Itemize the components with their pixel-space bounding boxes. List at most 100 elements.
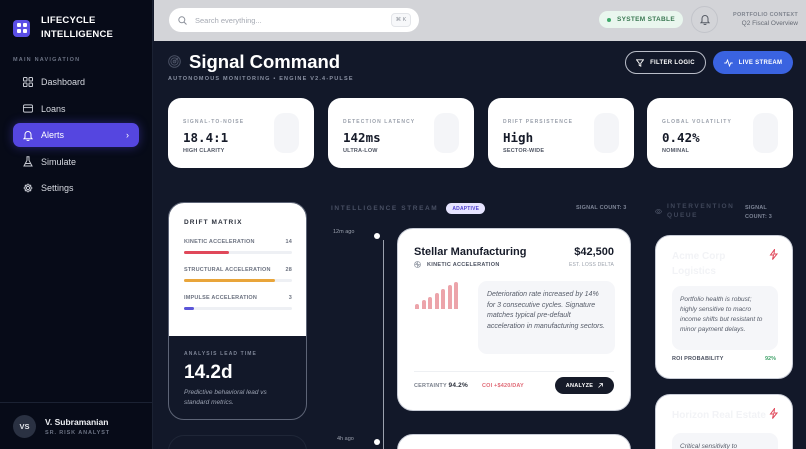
sidebar-item-loans[interactable]: Loans xyxy=(13,97,139,121)
brand[interactable]: LIFECYCLE INTELLIGENCE xyxy=(13,14,113,42)
status-dot-icon xyxy=(607,17,611,22)
sidebar-item-label: Loans xyxy=(41,103,66,114)
metric-caption: HIGH CLARITY xyxy=(183,148,225,154)
drift-row-label: KINETIC ACCELERATION xyxy=(184,239,255,245)
logo-grid-icon xyxy=(13,19,30,37)
drift-row-kinetic: KINETIC ACCELERATION 14 xyxy=(184,239,292,254)
eye-icon xyxy=(655,208,662,215)
user-profile[interactable]: VS V. Subramanian SR. RISK ANALYST xyxy=(0,402,153,449)
metric-card-drift-persistence: DRIFT PERSISTENCE High SECTOR-WIDE xyxy=(488,98,634,168)
search-input[interactable]: Search everything... ⌘ K xyxy=(169,8,419,32)
grid-icon xyxy=(23,77,33,87)
divider xyxy=(414,371,614,372)
page-subtitle: AUTONOMOUS MONITORING • ENGINE V2.4-PULS… xyxy=(168,76,354,82)
bell-icon xyxy=(23,130,33,141)
analyze-button[interactable]: ANALYZE xyxy=(555,377,614,394)
context-value: Q2 Fiscal Overview xyxy=(741,20,798,27)
filter-label: FILTER LOGIC xyxy=(650,59,695,66)
chevron-right-icon: › xyxy=(126,130,129,140)
live-stream-button[interactable]: LIVE STREAM xyxy=(713,51,793,74)
sidebar-item-settings[interactable]: Settings xyxy=(13,176,139,200)
pulse-icon xyxy=(723,58,733,67)
queue-note: Critical sensitivity to xyxy=(672,433,778,449)
roi-row: ROI PROBABILITY 92% xyxy=(672,356,776,362)
drift-row-value: 28 xyxy=(285,267,292,273)
bolt-icon xyxy=(769,249,778,260)
timeline-dot xyxy=(374,439,380,445)
page-title: Signal Command xyxy=(189,51,341,72)
live-label: LIVE STREAM xyxy=(738,59,783,66)
metric-value: 142ms xyxy=(343,130,381,145)
metric-label: DRIFT PERSISTENCE xyxy=(503,119,574,125)
timeline-line xyxy=(383,240,384,449)
queue-card[interactable]: Acme Corp Logistics Portfolio health is … xyxy=(655,235,793,379)
signal-amount: $42,500 xyxy=(574,246,614,258)
stream-header: INTELLIGENCE STREAM ADAPTIVE xyxy=(331,203,486,214)
signal-tag: KINETIC ACCELERATION xyxy=(414,261,500,268)
timeline-time: 4h ago xyxy=(337,436,354,442)
timeline-time: 12m ago xyxy=(333,229,355,235)
certainty: CERTAINTY 94.2% xyxy=(414,382,468,389)
filter-logic-button[interactable]: FILTER LOGIC xyxy=(625,51,706,74)
metric-caption: SECTOR-WIDE xyxy=(503,148,545,154)
metric-caption: NOMINAL xyxy=(662,148,690,154)
metric-value: High xyxy=(503,130,534,145)
status-badge: SYSTEM STABLE xyxy=(599,11,683,28)
sidebar-item-alerts[interactable]: Alerts › xyxy=(13,123,139,147)
cost-of-inaction: COI +$420/DAY xyxy=(481,382,524,389)
signal-amount-label: EST. LOSS DELTA xyxy=(568,262,614,268)
flask-icon xyxy=(23,156,33,167)
sidebar-item-simulate[interactable]: Simulate xyxy=(13,150,139,174)
stream-title: INTELLIGENCE STREAM xyxy=(331,205,439,212)
sidebar-item-label: Dashboard xyxy=(41,77,86,87)
bolt-icon xyxy=(769,408,778,419)
user-name: V. Subramanian xyxy=(45,416,109,427)
queue-header: INTERVENTION QUEUE xyxy=(655,203,735,220)
atom-icon xyxy=(414,261,421,268)
metric-value: 0.42% xyxy=(662,130,700,145)
sidebar-item-dashboard[interactable]: Dashboard xyxy=(13,70,139,94)
metric-decoration xyxy=(753,113,778,153)
filter-icon xyxy=(636,58,645,67)
timeline-dot xyxy=(374,233,380,239)
lead-time-description: Predictive behavioral lead vs standard m… xyxy=(184,389,267,406)
sparkline-bar xyxy=(415,304,419,309)
drift-row-value: 3 xyxy=(288,295,292,301)
bell-icon xyxy=(699,15,710,25)
metric-decoration xyxy=(434,113,459,153)
search-placeholder: Search everything... xyxy=(195,15,262,25)
metric-value: 18.4:1 xyxy=(183,130,229,145)
signal-card[interactable] xyxy=(397,434,631,449)
queue-card[interactable]: Horizon Real Estate Critical sensitivity… xyxy=(655,394,793,449)
signal-note: Deterioration rate increased by 14% for … xyxy=(478,281,615,354)
signal-company: Stellar Manufacturing xyxy=(414,246,527,258)
notifications-button[interactable] xyxy=(691,6,718,33)
gear-icon xyxy=(23,183,33,193)
lead-time-value: 14.2d xyxy=(184,362,233,383)
context-label: PORTFOLIO CONTEXT xyxy=(733,12,798,18)
metric-card-detection-latency: DETECTION LATENCY 142ms ULTRA-LOW xyxy=(328,98,474,168)
drift-row-structural: STRUCTURAL ACCELERATION 28 xyxy=(184,267,292,282)
arrow-up-right-icon xyxy=(598,383,604,388)
progress-bar xyxy=(184,307,292,310)
metric-label: SIGNAL-TO-NOISE xyxy=(183,119,245,125)
queue-note: Portfolio health is robust; highly sensi… xyxy=(672,286,778,350)
signal-card[interactable]: Stellar Manufacturing KINETIC ACCELERATI… xyxy=(397,228,631,411)
roi-value: 92% xyxy=(764,356,776,362)
portfolio-context[interactable]: PORTFOLIO CONTEXT Q2 Fiscal Overview xyxy=(716,12,806,27)
brand-line-1: LIFECYCLE xyxy=(41,15,96,26)
radar-icon xyxy=(168,55,181,68)
sidebar-item-label: Simulate xyxy=(41,156,77,167)
sparkline-bar xyxy=(447,285,452,309)
sparkline-chart xyxy=(415,281,458,309)
sparkline-bar xyxy=(441,289,445,309)
drift-row-label: STRUCTURAL ACCELERATION xyxy=(184,267,271,273)
queue-title: INTERVENTION QUEUE xyxy=(667,203,735,219)
sidebar: LIFECYCLE INTELLIGENCE MAIN NAVIGATION D… xyxy=(0,0,153,449)
sidebar-item-label: Alerts xyxy=(41,130,65,140)
progress-bar xyxy=(184,279,292,282)
sparkline-bar xyxy=(434,293,439,309)
drift-row-label: IMPULSE ACCELERATION xyxy=(184,295,258,301)
topbar: Search everything... ⌘ K SYSTEM STABLE P… xyxy=(154,0,806,41)
roi-label: ROI PROBABILITY xyxy=(672,356,724,362)
